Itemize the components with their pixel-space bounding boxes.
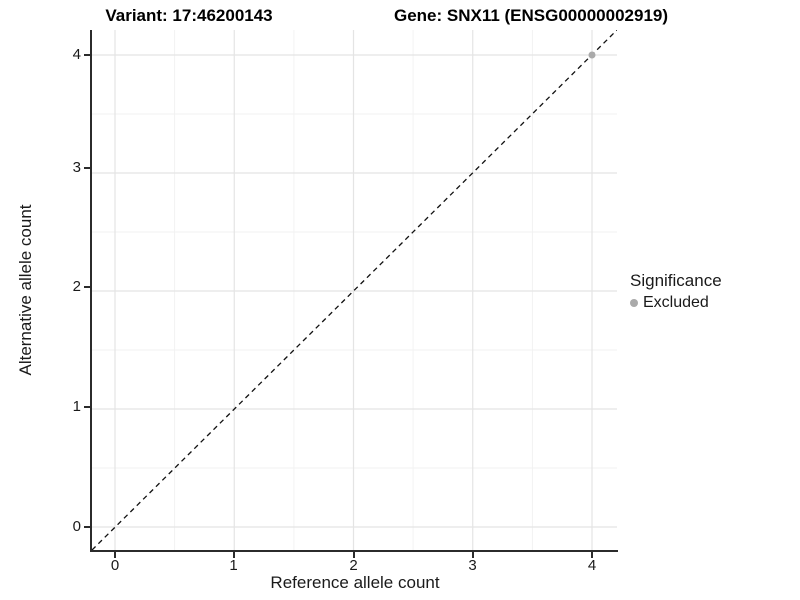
x-tick-label: 3 bbox=[468, 557, 477, 574]
excluded-point-icon bbox=[630, 299, 638, 307]
legend-item-label: Excluded bbox=[643, 294, 709, 311]
legend-title: Significance bbox=[630, 271, 722, 290]
x-tick-mark bbox=[591, 552, 593, 558]
x-tick-mark bbox=[232, 552, 235, 558]
y-axis-line bbox=[90, 30, 92, 552]
y-axis-title: Alternative allele count bbox=[16, 204, 35, 376]
y-tick-mark bbox=[84, 406, 90, 408]
y-tick-label: 2 bbox=[72, 278, 81, 295]
x-axis-title: Reference allele count bbox=[270, 573, 440, 592]
identity-reference-line bbox=[92, 30, 617, 551]
y-tick-mark bbox=[84, 286, 90, 288]
grid-major bbox=[92, 30, 617, 551]
legend: Significance Excluded bbox=[630, 271, 722, 312]
plot-title-gene: Gene: SNX11 (ENSG00000002919) bbox=[393, 6, 669, 25]
plot-panel bbox=[92, 30, 617, 551]
y-tick-label: 4 bbox=[72, 46, 81, 63]
x-tick-label: 4 bbox=[587, 557, 597, 574]
y-tick-label: 1 bbox=[72, 398, 81, 415]
x-axis-line bbox=[90, 550, 618, 552]
data-point-excluded bbox=[588, 51, 596, 59]
x-tick-mark bbox=[114, 552, 116, 558]
y-tick-label: 3 bbox=[72, 159, 81, 176]
plot-title-variant: Variant: 17:46200143 bbox=[105, 6, 273, 25]
y-tick-mark bbox=[84, 167, 90, 169]
x-tick-label: 1 bbox=[229, 557, 238, 574]
legend-item-excluded: Excluded bbox=[630, 294, 722, 312]
x-tick-mark bbox=[471, 552, 474, 558]
x-tick-mark bbox=[352, 552, 355, 558]
y-tick-mark bbox=[84, 54, 90, 56]
x-tick-label: 2 bbox=[349, 557, 358, 574]
x-tick-label: 0 bbox=[110, 557, 120, 574]
y-tick-mark bbox=[84, 526, 90, 528]
y-tick-label: 0 bbox=[72, 518, 81, 535]
